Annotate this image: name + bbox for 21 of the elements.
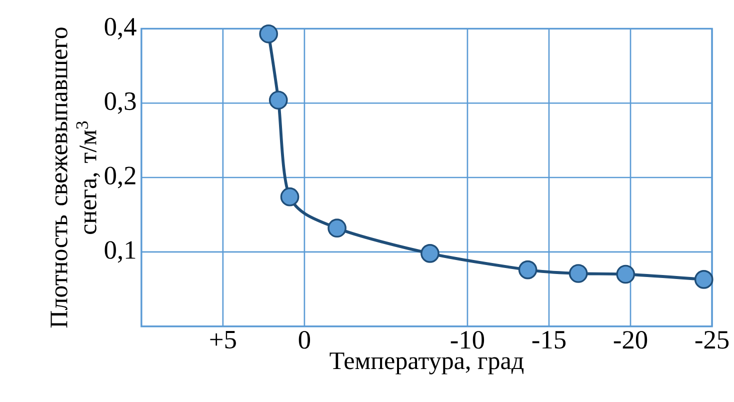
x-tick-label: 0 — [298, 330, 310, 349]
x-tick-label: -15 — [532, 330, 566, 348]
point — [420, 244, 440, 263]
point — [518, 260, 538, 279]
point — [259, 24, 278, 44]
y-tick-label: 0,3 — [104, 92, 136, 114]
x-axis-title: Температура, град — [330, 352, 524, 374]
x-tick-label: -10 — [450, 330, 484, 349]
point — [268, 90, 288, 110]
x-tick-label: +5 — [210, 330, 236, 348]
y-tick-label: 0,1 — [104, 240, 136, 262]
point — [328, 218, 346, 238]
point — [280, 187, 300, 206]
x-tick-label: -20 — [614, 330, 648, 349]
y-tick-label: 0,2 — [104, 166, 136, 188]
y-axis-title: Плотность свежевыпавшего снега, т/м$^{3}$ — [50, 27, 100, 328]
point — [568, 264, 588, 283]
point — [694, 270, 714, 289]
y-tick-label: 0,4 — [104, 18, 136, 40]
x-tick-label: -25 — [695, 330, 729, 348]
point — [616, 264, 636, 284]
